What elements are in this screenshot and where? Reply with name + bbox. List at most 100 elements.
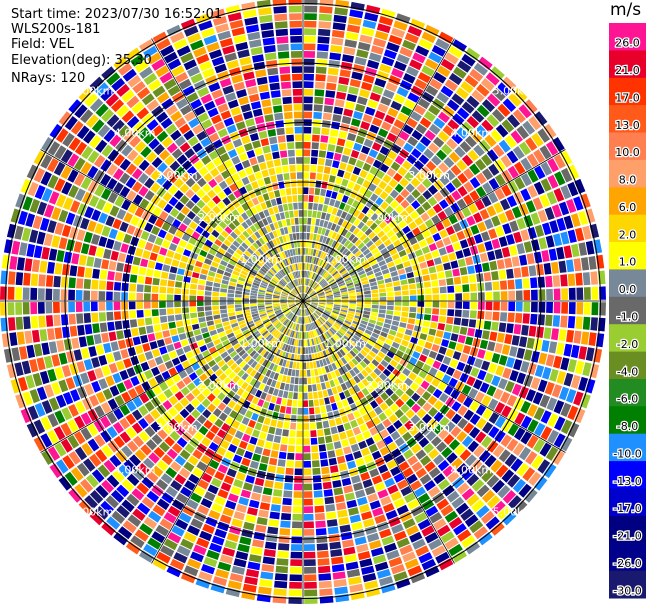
ray-bin xyxy=(332,114,341,122)
ray-bin xyxy=(429,367,438,376)
ray-bin xyxy=(276,467,284,475)
ray-bin xyxy=(32,330,40,343)
ray-bin xyxy=(251,413,259,421)
ray-bin xyxy=(139,327,147,335)
ray-bin xyxy=(323,174,330,182)
ray-bin xyxy=(115,272,123,281)
ray-bin xyxy=(264,480,273,488)
ray-bin xyxy=(331,37,343,45)
ray-bin xyxy=(371,286,378,290)
ray-bin xyxy=(282,498,291,505)
ray-bin xyxy=(212,301,219,305)
ray-bin xyxy=(448,341,456,350)
ray-bin xyxy=(298,340,300,347)
ray-bin xyxy=(259,463,268,471)
ray-bin xyxy=(304,89,314,96)
ray-bin xyxy=(499,355,508,366)
ray-bin xyxy=(304,157,311,164)
ray-bin xyxy=(300,363,303,370)
ray-bin xyxy=(508,302,515,312)
ray-bin xyxy=(304,514,314,521)
ray-bin xyxy=(351,72,363,81)
ray-bin xyxy=(189,296,196,301)
ray-bin xyxy=(463,302,470,310)
ray-bin xyxy=(351,444,360,453)
ray-bin xyxy=(304,28,316,35)
ray-bin xyxy=(293,233,297,240)
ray-bin xyxy=(282,375,287,382)
ray-bin xyxy=(198,279,205,285)
ray-bin xyxy=(167,287,174,293)
colorbar-tick-label: 6.0 xyxy=(619,201,637,214)
ray-bin xyxy=(264,549,276,557)
ray-bin xyxy=(417,255,425,262)
ray-bin xyxy=(568,316,576,328)
ray-bin xyxy=(506,234,515,245)
ray-bin xyxy=(348,86,359,95)
ray-bin xyxy=(440,302,447,309)
ray-bin xyxy=(329,199,335,207)
ray-bin xyxy=(287,196,292,203)
ray-bin xyxy=(334,7,348,15)
ray-bin xyxy=(329,419,336,427)
ray-bin xyxy=(120,243,129,253)
ray-bin xyxy=(331,403,338,411)
ray-bin xyxy=(266,534,277,542)
ray-bin xyxy=(470,310,477,318)
ray-bin xyxy=(175,314,182,320)
ray-bin xyxy=(455,343,463,352)
ray-bin xyxy=(296,446,303,453)
ray-bin xyxy=(330,45,342,53)
ray-bin xyxy=(469,319,477,327)
ray-bin xyxy=(353,482,363,491)
ray-bin xyxy=(260,92,270,100)
ray-bin xyxy=(234,511,245,520)
ray-bin xyxy=(46,289,53,301)
ray-bin xyxy=(328,527,339,535)
ray-bin xyxy=(504,258,512,268)
ray-bin xyxy=(167,294,174,300)
ray-bin xyxy=(553,356,562,369)
ray-bin xyxy=(315,513,325,520)
ray-bin xyxy=(385,278,392,283)
ray-bin xyxy=(343,547,355,556)
ray-bin xyxy=(586,241,595,255)
ray-bin xyxy=(185,325,193,332)
ray-bin xyxy=(253,485,263,493)
instrument-text: WLS200s-181 xyxy=(11,22,100,38)
ray-bin xyxy=(290,567,302,574)
ray-bin xyxy=(233,139,243,148)
ray-bin xyxy=(296,438,303,445)
range-ring-label: 3.00km xyxy=(408,421,450,434)
ray-bin xyxy=(536,327,544,338)
ray-bin xyxy=(400,279,407,285)
ray-bin xyxy=(349,9,363,18)
ray-bin xyxy=(379,288,386,292)
ray-bin xyxy=(519,255,527,266)
ray-bin xyxy=(364,291,371,295)
nrays-text: NRays: 120 xyxy=(11,71,85,87)
ray-bin xyxy=(321,413,327,420)
ray-bin xyxy=(353,167,361,176)
ray-bin xyxy=(255,116,265,124)
ray-bin xyxy=(289,582,302,589)
ray-bin xyxy=(443,237,452,246)
ray-bin xyxy=(303,393,307,400)
ray-bin xyxy=(271,396,277,404)
ray-bin xyxy=(364,139,374,148)
ray-bin xyxy=(144,285,151,292)
ray-bin xyxy=(23,288,30,300)
ray-bin xyxy=(152,349,161,358)
ray-bin xyxy=(291,537,302,544)
ray-bin xyxy=(190,307,197,312)
ray-bin xyxy=(349,584,363,593)
ray-bin xyxy=(144,293,151,300)
ray-bin xyxy=(152,317,159,324)
ray-bin xyxy=(251,101,261,110)
ray-bin xyxy=(422,246,430,254)
ray-bin xyxy=(419,240,427,248)
ray-bin xyxy=(530,314,537,325)
ray-bin xyxy=(220,293,227,297)
ray-bin xyxy=(463,345,471,354)
